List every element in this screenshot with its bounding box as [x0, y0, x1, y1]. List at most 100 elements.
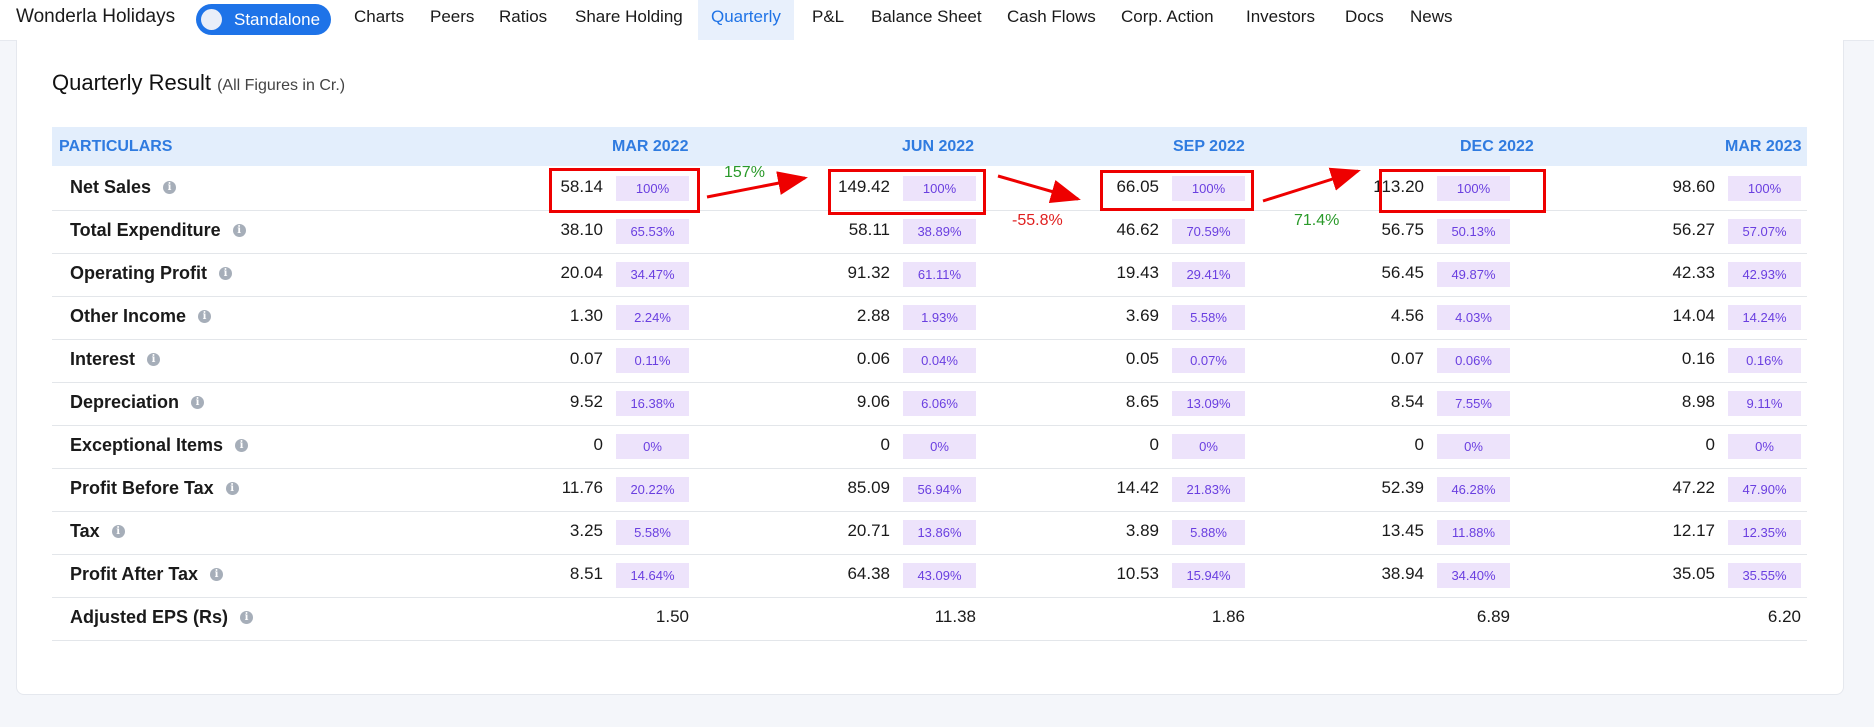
cell-value: 8.51 — [569, 564, 603, 583]
cell-value: 0.07 — [569, 349, 603, 368]
cell-value: 0 — [1414, 435, 1424, 454]
nav-investors[interactable]: Investors — [1246, 7, 1315, 26]
growth-label-3: 71.4% — [1294, 212, 1340, 229]
cell-percent-badge: 49.87% — [1437, 262, 1510, 287]
cell-percent-badge: 5.58% — [616, 520, 689, 545]
nav-cash-flows[interactable]: Cash Flows — [1007, 7, 1096, 26]
header-period-4: DEC 2022 — [1460, 138, 1534, 155]
cell-value: 46.62 — [1116, 220, 1159, 239]
cell-percent-badge: 6.06% — [903, 391, 976, 416]
row-label-text: Total Expenditure — [70, 220, 221, 240]
cell-value: 113.20 — [1373, 177, 1424, 196]
cell-percent-badge: 0% — [1437, 434, 1510, 459]
cell-value: 1.50 — [655, 607, 689, 626]
row-label-text: Profit Before Tax — [70, 478, 214, 498]
info-icon[interactable]: i — [191, 395, 205, 409]
toggle-knob[interactable] — [201, 9, 222, 30]
cell-percent-badge: 7.55% — [1437, 391, 1510, 416]
info-icon[interactable]: i — [225, 481, 239, 495]
row-label: Operating Profit i — [70, 263, 233, 284]
row-label: Net Sales i — [70, 177, 177, 198]
nav-corp-action[interactable]: Corp. Action — [1121, 7, 1214, 26]
nav-ratios[interactable]: Ratios — [499, 7, 548, 26]
cell-percent-badge: 0% — [903, 434, 976, 459]
cell-percent-badge: 13.86% — [903, 520, 976, 545]
info-icon[interactable]: i — [240, 610, 254, 624]
header-period-2: JUN 2022 — [902, 138, 975, 155]
row-label: Depreciation i — [70, 392, 205, 413]
cell-percent-badge: 100% — [616, 176, 689, 201]
cell-value: 85.09 — [847, 478, 890, 497]
cell-value: 11.38 — [934, 607, 976, 626]
info-icon[interactable]: i — [219, 266, 233, 280]
cell-percent-badge: 2.24% — [616, 305, 689, 330]
cell-percent-badge: 14.64% — [616, 563, 689, 588]
cell-value: 6.89 — [1476, 607, 1510, 626]
row-label-text: Profit After Tax — [70, 564, 199, 584]
cell-value: 19.43 — [1116, 263, 1159, 282]
nav-pl[interactable]: P&L — [812, 7, 845, 26]
nav-share-holding[interactable]: Share Holding — [575, 7, 683, 26]
cell-value: 1.86 — [1211, 607, 1245, 626]
row-label-text: Net Sales — [70, 177, 152, 197]
cell-value: 20.71 — [847, 521, 890, 540]
info-icon[interactable]: i — [163, 180, 177, 194]
cell-value: 35.05 — [1672, 564, 1715, 583]
title-subtitle: (All Figures in Cr.) — [217, 77, 346, 94]
cell-value: 56.75 — [1381, 220, 1424, 239]
cell-percent-badge: 15.94% — [1172, 563, 1245, 588]
table-row: Depreciation i 9.52 16.38% 9.06 6.06% 8.65 13.0… — [52, 382, 1807, 426]
row-label: Adjusted EPS (Rs) i — [70, 607, 254, 628]
nav-charts[interactable]: Charts — [354, 7, 405, 26]
cell-percent-badge: 4.03% — [1437, 305, 1510, 330]
info-icon[interactable]: i — [235, 438, 249, 452]
nav-peers[interactable]: Peers — [430, 7, 475, 26]
cell-percent-badge: 29.41% — [1172, 262, 1245, 287]
info-icon[interactable]: i — [198, 309, 212, 323]
info-icon[interactable]: i — [111, 524, 125, 538]
cell-value: 8.65 — [1125, 392, 1159, 411]
nav-docs[interactable]: Docs — [1345, 7, 1384, 26]
cell-value: 8.54 — [1390, 392, 1424, 411]
cell-percent-badge: 5.58% — [1172, 305, 1245, 330]
nav-news[interactable]: News — [1410, 7, 1453, 26]
header-period-5: MAR 2023 — [1725, 138, 1802, 155]
cell-value: 149.42 — [838, 177, 890, 196]
cell-value: 64.38 — [847, 564, 890, 583]
table-row: Profit Before Tax i 11.76 20.22% 85.09 56.94%… — [52, 468, 1807, 512]
cell-value: 66.05 — [1116, 177, 1159, 196]
cell-percent-badge: 42.93% — [1728, 262, 1801, 287]
row-label-text: Other Income — [70, 306, 187, 326]
cell-percent-badge: 11.88% — [1437, 520, 1510, 545]
cell-percent-badge: 56.94% — [903, 477, 976, 502]
cell-percent-badge: 21.83% — [1172, 477, 1245, 502]
header-particulars: PARTICULARS — [59, 138, 173, 155]
standalone-toggle[interactable]: Standalone — [196, 4, 331, 35]
cell-percent-badge: 13.09% — [1172, 391, 1245, 416]
cell-percent-badge: 50.13% — [1437, 219, 1510, 244]
cell-percent-badge: 5.88% — [1172, 520, 1245, 545]
nav-quarterly[interactable]: Quarterly — [698, 0, 794, 40]
row-label-text: Depreciation — [70, 392, 180, 412]
table-row: Profit After Tax i 8.51 14.64% 64.38 43.09% 10… — [52, 554, 1807, 598]
nav-balance-sheet[interactable]: Balance Sheet — [871, 7, 982, 26]
table-row: Total Expenditure i 38.10 65.53% 58.11 38.89%… — [52, 210, 1807, 254]
cell-value: 91.32 — [847, 263, 890, 282]
cell-value: 14.04 — [1672, 306, 1715, 325]
cell-value: 0.07 — [1390, 349, 1424, 368]
cell-value: 38.94 — [1381, 564, 1424, 583]
cell-value: 56.45 — [1381, 263, 1424, 282]
cell-value: 0 — [1149, 435, 1159, 454]
cell-percent-badge: 34.47% — [616, 262, 689, 287]
table-row: Adjusted EPS (Rs) i 1.50 11.38 1.86 6.89 6.20 — [52, 597, 1807, 641]
info-icon[interactable]: i — [147, 352, 161, 366]
info-icon[interactable]: i — [210, 567, 224, 581]
cell-value: 20.04 — [560, 263, 603, 282]
table-row: Net Sales i 58.14 100% 149.42 100% 66.05 100% 11… — [52, 167, 1807, 211]
cell-value: 0.06 — [856, 349, 890, 368]
cell-percent-badge: 47.90% — [1728, 477, 1801, 502]
info-icon[interactable]: i — [232, 223, 246, 237]
table-row: Other Income i 1.30 2.24% 2.88 1.93% 3.69 5.58%… — [52, 296, 1807, 340]
header-period-1: MAR 2022 — [612, 138, 689, 155]
cell-value: 47.22 — [1672, 478, 1715, 497]
